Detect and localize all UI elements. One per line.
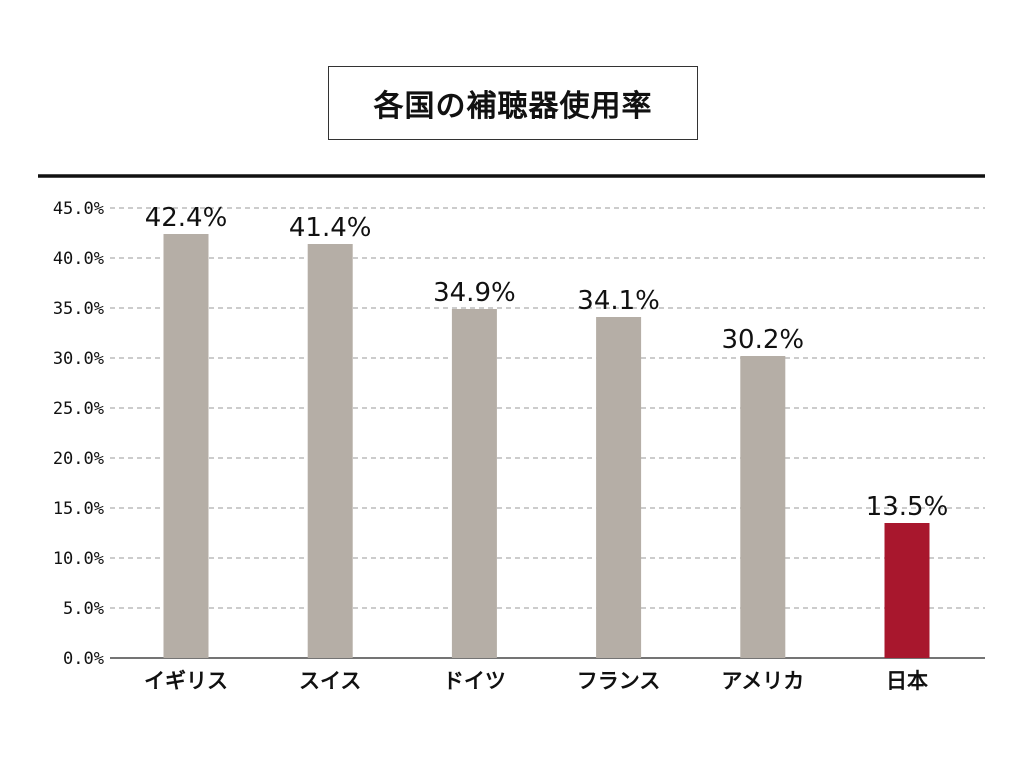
y-tick-label: 10.0% [53, 549, 104, 569]
category-label: ドイツ [443, 669, 506, 693]
data-label: 30.2% [721, 325, 804, 355]
bar [307, 244, 353, 658]
y-tick-label: 40.0% [53, 249, 104, 269]
data-label: 13.5% [866, 492, 949, 522]
y-tick-label: 5.0% [63, 599, 104, 619]
data-label: 42.4% [145, 203, 228, 233]
bar [740, 356, 786, 658]
category-label: 日本 [886, 669, 928, 693]
category-label: アメリカ [721, 669, 804, 693]
y-tick-label: 15.0% [53, 499, 104, 519]
data-label: 34.9% [433, 278, 516, 308]
category-label: スイス [299, 669, 361, 693]
bar [451, 309, 497, 658]
category-label: イギリス [144, 669, 228, 693]
y-tick-label: 20.0% [53, 449, 104, 469]
bar [596, 317, 642, 658]
chart-title: 各国の補聴器使用率 [328, 66, 698, 140]
y-tick-label: 25.0% [53, 399, 104, 419]
y-tick-label: 45.0% [53, 199, 104, 219]
y-tick-label: 0.0% [63, 649, 104, 669]
data-label: 41.4% [289, 213, 372, 243]
y-tick-label: 30.0% [53, 349, 104, 369]
bar [884, 523, 930, 658]
bar [163, 234, 209, 658]
data-label: 34.1% [577, 286, 660, 316]
y-tick-label: 35.0% [53, 299, 104, 319]
category-label: フランス [577, 669, 661, 693]
